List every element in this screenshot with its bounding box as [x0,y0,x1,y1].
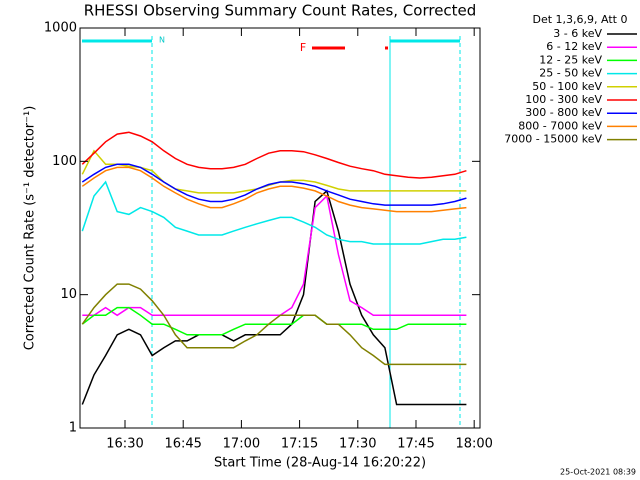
series-line [81,283,467,366]
legend-title: Det 1,3,6,9, Att 0 [533,13,628,26]
x-axis-label: Start Time (28-Aug-14 16:20:22) [214,456,426,471]
plot-frame [79,27,481,429]
x-tick-label: 17:45 [397,437,434,452]
night-label: N [159,36,165,45]
legend-label: 7000 - 15000 keV [504,133,602,146]
legend-label: 25 - 50 keV [539,67,602,80]
y-tick-label: 1000 [44,21,77,36]
series-line [82,194,467,317]
x-tick-label: 17:15 [281,437,318,452]
legend-label: 12 - 25 keV [539,53,602,66]
x-tick-label: 18:00 [455,437,492,452]
x-tick-label: 17:30 [339,437,376,452]
y-tick-label: 100 [52,154,77,169]
legend-label: 3 - 6 keV [553,27,602,40]
orbit-markers: N F [82,36,461,428]
legend-label: 300 - 800 keV [525,106,602,119]
y-tick-label: 10 [60,287,77,302]
y-axis-label: Corrected Count Rate (s⁻¹ detector⁻¹) [23,106,38,351]
chart-title: RHESSI Observing Summary Count Rates, Co… [84,2,477,20]
flare-label: F [300,41,306,54]
series-line [81,163,467,206]
x-tick-label: 16:45 [164,437,201,452]
series-line [81,180,467,245]
legend-label: 100 - 300 keV [525,93,602,106]
series-line [81,306,467,336]
x-tick-label: 16:30 [106,437,143,452]
x-tick-label: 17:00 [223,437,260,452]
series-line [81,166,467,213]
legend-label: 800 - 7000 keV [518,119,602,132]
y-tick-label: 1 [69,421,77,436]
timestamp: 25-Oct-2021 08:39 [560,468,636,477]
legend-label: 6 - 12 keV [546,40,602,53]
series-line [81,189,467,406]
series-line [81,131,467,179]
legend-label: 50 - 100 keV [532,80,602,93]
